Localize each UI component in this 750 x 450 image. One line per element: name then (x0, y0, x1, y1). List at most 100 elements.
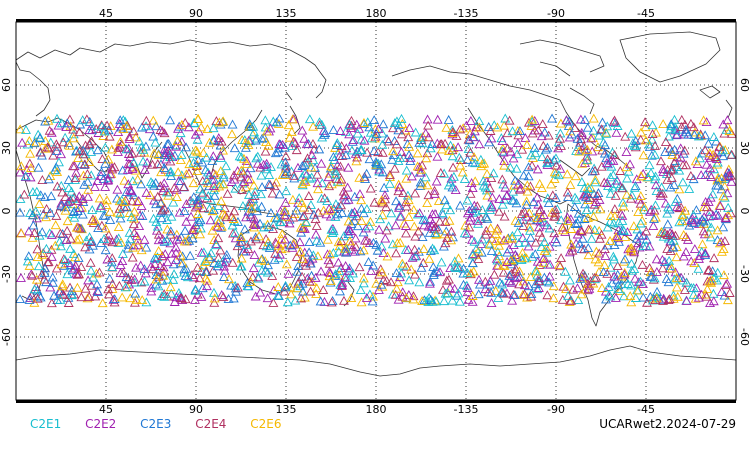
observation-triangle (711, 209, 722, 219)
observation-triangle (612, 175, 623, 185)
observation-triangle (86, 146, 97, 156)
observation-triangle (551, 160, 562, 170)
observation-triangle (534, 178, 545, 188)
observation-triangle (530, 279, 541, 289)
observation-triangle (704, 206, 715, 216)
observation-triangle (645, 271, 656, 281)
top-lon-tick: 135 (276, 7, 297, 20)
observation-triangle (332, 160, 343, 170)
observation-triangle (84, 291, 95, 301)
observation-triangle (465, 147, 476, 157)
observation-triangle (494, 235, 505, 245)
observation-triangle (535, 204, 546, 214)
observation-triangle (513, 217, 524, 227)
observation-triangle (150, 137, 161, 147)
observation-triangle (422, 180, 433, 190)
observation-triangle (561, 115, 572, 125)
observation-triangle (29, 284, 40, 294)
observation-triangle (282, 297, 293, 307)
observation-triangle (113, 237, 124, 247)
observation-triangle (192, 114, 203, 123)
observation-triangle (297, 253, 308, 263)
observation-triangle (115, 115, 126, 125)
observation-triangle (121, 202, 132, 212)
observation-triangle (538, 209, 549, 219)
observation-triangle (473, 289, 484, 299)
observation-triangle (63, 196, 74, 206)
observation-triangle (506, 268, 517, 278)
observation-triangle (617, 183, 628, 193)
observation-triangle (207, 206, 218, 216)
observation-triangle (416, 262, 427, 272)
observation-triangle (151, 199, 161, 209)
observation-triangle (190, 285, 201, 295)
observation-triangle (229, 174, 240, 184)
observation-triangle (518, 220, 529, 230)
observation-triangle (82, 293, 93, 303)
observation-triangle (304, 247, 315, 257)
observation-triangle (723, 171, 734, 181)
observation-triangle (674, 203, 685, 213)
observation-triangle (581, 192, 591, 202)
observation-triangle (292, 266, 303, 276)
observation-triangle (316, 266, 326, 276)
observation-triangle (245, 276, 256, 286)
observation-triangle (572, 218, 583, 228)
observation-triangle (188, 224, 199, 234)
observation-triangle (304, 237, 315, 247)
observation-triangle (50, 240, 61, 250)
observation-triangle (364, 289, 375, 299)
observation-triangle (700, 145, 711, 155)
observation-triangle (312, 178, 323, 188)
observation-triangle (233, 216, 243, 226)
observation-triangle (482, 168, 492, 178)
observation-triangle (450, 185, 461, 194)
observation-triangle (51, 145, 62, 155)
observation-triangle (192, 200, 203, 210)
observation-triangle (404, 123, 415, 133)
observation-triangle (719, 236, 730, 246)
observation-triangle (579, 157, 590, 167)
bottom-lon-tick: -90 (547, 403, 565, 416)
observation-triangle (670, 122, 681, 132)
observation-triangle (195, 229, 206, 239)
observation-triangle (266, 208, 276, 217)
observation-triangle (115, 260, 126, 270)
observation-triangle (265, 240, 275, 250)
observation-triangle (114, 203, 125, 213)
observation-triangle (467, 291, 478, 300)
observation-triangle (563, 290, 574, 300)
observation-triangle (17, 137, 28, 147)
observation-triangle (50, 220, 61, 230)
observation-triangle (655, 188, 666, 198)
observation-triangle (361, 292, 372, 302)
observation-triangle (377, 210, 388, 220)
observation-triangle (188, 178, 199, 188)
observation-triangle (153, 150, 164, 160)
observation-triangle (601, 153, 612, 163)
left-axis-labels: 60 30 0 -30 -60 (0, 78, 13, 346)
observation-triangle (665, 124, 676, 134)
observation-triangle (336, 200, 347, 210)
observation-triangle (84, 138, 95, 148)
observation-triangle (284, 132, 295, 142)
observation-triangle (633, 285, 644, 295)
observation-triangle (117, 292, 128, 302)
observation-triangle (447, 182, 458, 192)
observation-triangle (291, 251, 302, 261)
observation-triangle (141, 187, 152, 197)
observation-triangle (525, 232, 536, 242)
observation-triangle (490, 228, 501, 238)
observation-triangle (441, 122, 452, 132)
observation-triangle (681, 127, 692, 137)
observation-triangle (549, 228, 560, 238)
observation-triangle (230, 183, 241, 193)
observation-triangle (190, 202, 201, 212)
observation-triangle (69, 263, 80, 273)
observation-triangle (635, 198, 646, 208)
observation-triangle (462, 228, 473, 238)
observation-triangle (571, 145, 582, 155)
observation-triangle (27, 270, 38, 280)
observation-triangle (128, 219, 139, 229)
observation-triangle (305, 286, 316, 296)
